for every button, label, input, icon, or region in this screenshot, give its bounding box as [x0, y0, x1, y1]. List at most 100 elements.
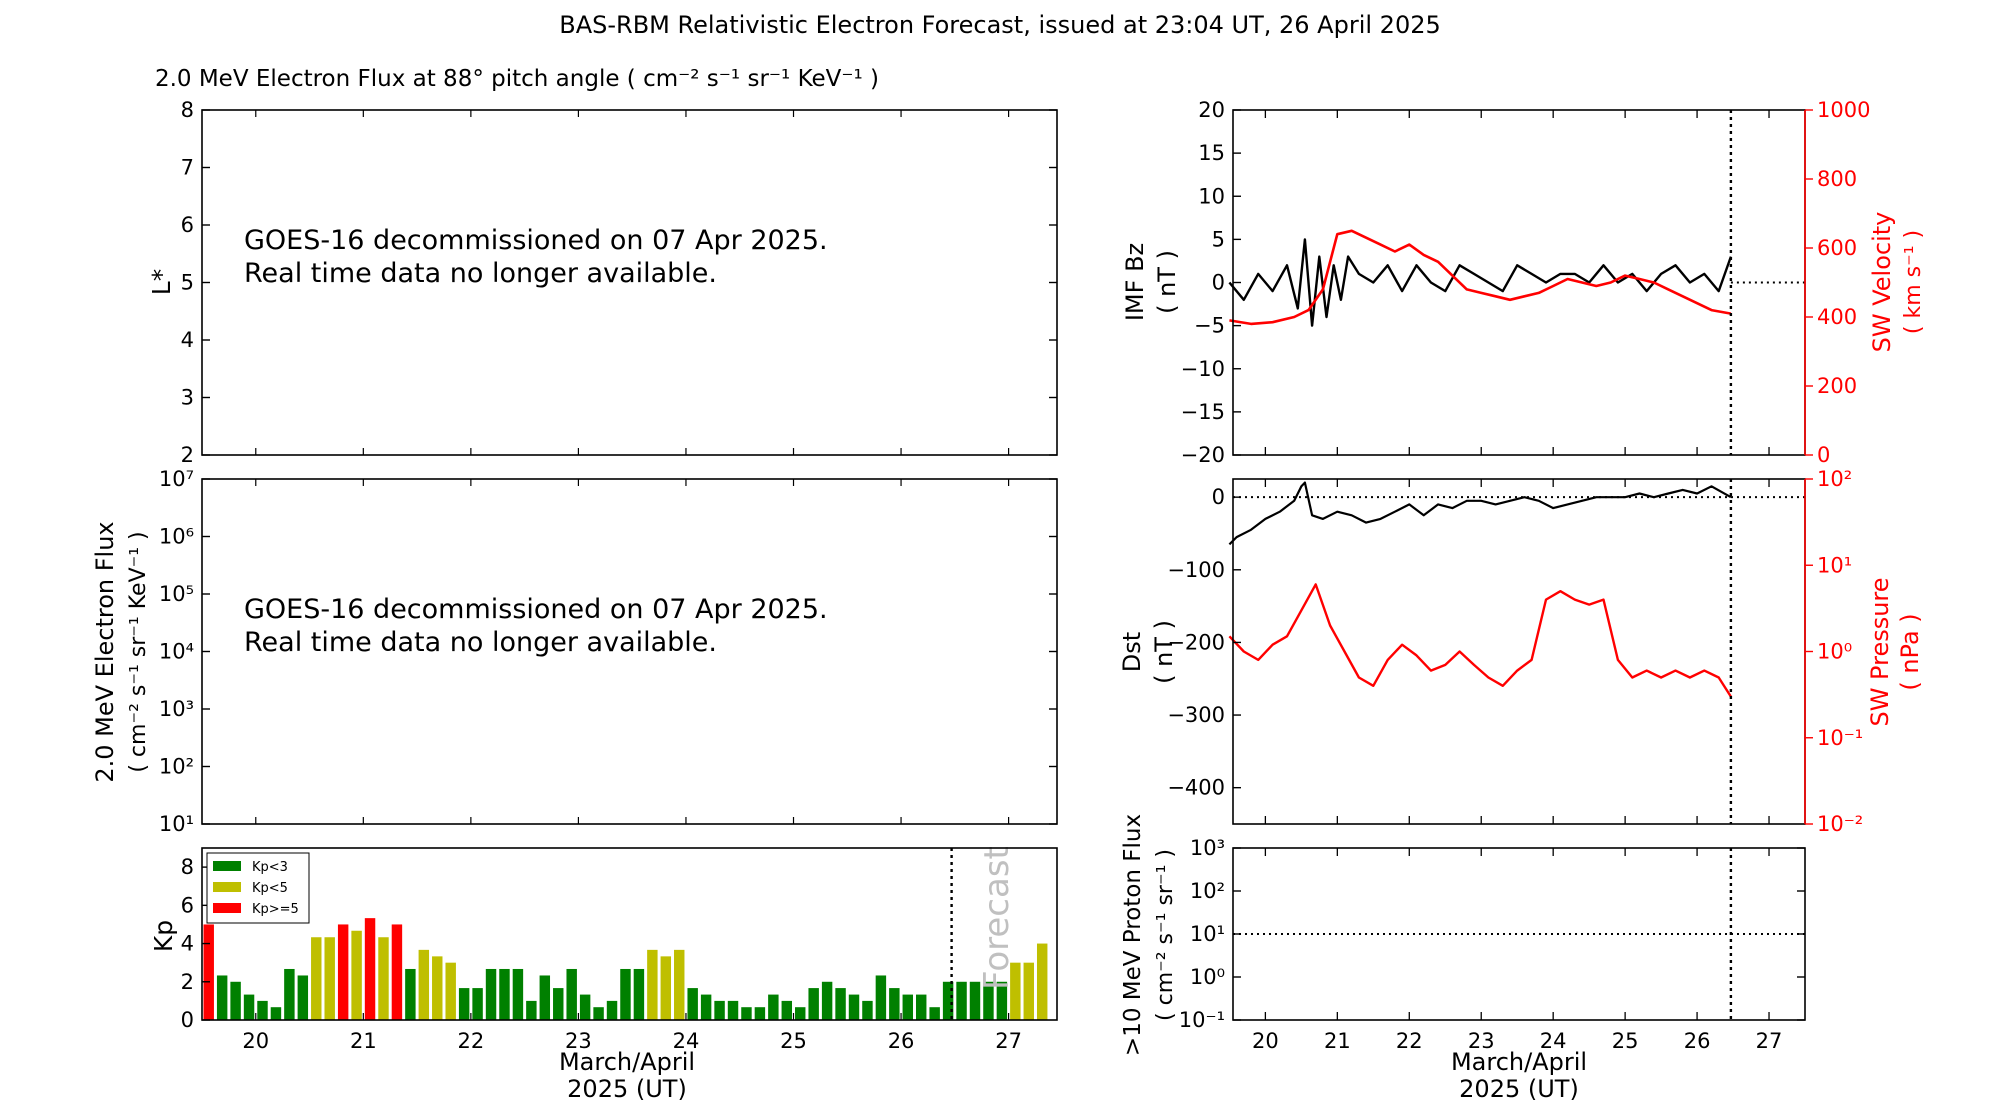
bz-ytick-label: 0 — [1212, 271, 1225, 295]
kp-bar — [458, 988, 470, 1020]
psw-ytick-label: 10⁻¹ — [1817, 726, 1863, 750]
kp-bar — [875, 975, 887, 1020]
kp-xtick-label: 27 — [995, 1029, 1022, 1053]
kp-bar — [781, 1000, 793, 1020]
dst-ytick-label: −400 — [1167, 776, 1225, 800]
bz-ytick-label: −15 — [1181, 400, 1225, 424]
kp-legend-label-mid: Kp<5 — [252, 881, 288, 896]
kp-bar — [660, 956, 672, 1020]
psw-ytick-label: 10⁻² — [1817, 812, 1863, 836]
dst-yticks: 0 −100 −200 −300 −400 — [1167, 485, 1241, 800]
lstar-notice-line1: GOES-16 decommissioned on 07 Apr 2025. — [244, 225, 828, 256]
kp-bar — [297, 975, 309, 1020]
kp-bar — [1010, 962, 1021, 1020]
proton-series — [1233, 848, 1805, 1020]
kp-bar — [835, 988, 846, 1020]
lstar-ytick-label: 6 — [181, 213, 194, 237]
kp-bar — [553, 988, 564, 1020]
kp-bar — [606, 1000, 618, 1020]
kp-bar — [848, 994, 860, 1020]
kp-bar — [647, 949, 658, 1020]
proton-xtick-label: 20 — [1252, 1029, 1279, 1053]
proton-xtick-label: 21 — [1324, 1029, 1351, 1053]
lstar-ylabel: L* — [147, 269, 176, 295]
lstar-ytick-label: 7 — [181, 156, 194, 180]
bz-line — [1228, 238, 1733, 327]
kp-bar — [270, 1007, 282, 1020]
dst-ytick-label: −300 — [1167, 703, 1225, 727]
kp-bar — [862, 1000, 873, 1020]
proton-ylabel-line1: >10 MeV Proton Flux — [1120, 814, 1146, 1056]
kp-bars — [203, 918, 1048, 1020]
bz-ytick-label: −5 — [1194, 314, 1225, 338]
kp-bar — [620, 968, 631, 1020]
psw-ylabel-line2: ( nPa ) — [1896, 613, 1924, 690]
flux-notice-line2: Real time data no longer available. — [244, 627, 717, 658]
kp-xtick-label: 22 — [458, 1029, 485, 1053]
kp-legend-label-high: Kp>=5 — [252, 902, 299, 917]
kp-bar — [902, 994, 913, 1020]
kp-legend-label-low: Kp<3 — [252, 860, 288, 875]
lstar-panel: 2 3 4 5 6 7 8 L* GOES-16 decommissioned on 07 … — [147, 98, 1058, 467]
psw-ytick-label: 10⁰ — [1817, 640, 1852, 664]
kp-bar — [311, 937, 322, 1020]
dst-ytick-label: −100 — [1167, 558, 1225, 582]
kp-bar — [768, 994, 779, 1020]
vsw-yticks: 0 200 400 600 800 1000 — [1804, 98, 1870, 467]
flux-ytick-label: 10¹ — [159, 812, 194, 836]
kp-legend: Kp<3 Kp<5 Kp>=5 — [206, 852, 310, 924]
kp-forecast-label: Forecast — [977, 846, 1017, 990]
dst-ylabel-line1: Dst — [1118, 632, 1146, 672]
proton-xtick-label: 23 — [1468, 1029, 1495, 1053]
proton-xtick-label: 22 — [1396, 1029, 1423, 1053]
kp-xticks: 20 21 22 23 24 25 26 27 — [242, 1013, 1022, 1053]
psw-ytick-label: 10² — [1817, 467, 1852, 491]
flux-panel: 10¹ 10² 10³ 10⁴ 10⁵ 10⁶ 10⁷ 2.0 MeV Electron F… — [91, 467, 1058, 836]
kp-bar — [391, 924, 403, 1020]
dst-xticks — [1264, 479, 1770, 824]
kp-bar — [1023, 962, 1034, 1020]
kp-bar — [687, 988, 698, 1020]
flux-ylabel-line1: 2.0 MeV Electron Flux — [91, 521, 119, 782]
kp-bar — [526, 1000, 537, 1020]
bz-ytick-label: 20 — [1198, 98, 1225, 122]
kp-bar — [956, 981, 967, 1020]
kp-ytick-label: 4 — [181, 932, 194, 956]
psw-ytick-label: 10¹ — [1817, 553, 1852, 577]
kp-bar — [593, 1007, 604, 1020]
kp-ylabel: Kp — [149, 920, 178, 952]
kp-bar — [700, 994, 712, 1020]
kp-ytick-label: 0 — [181, 1008, 194, 1032]
bz-ytick-label: 10 — [1198, 184, 1225, 208]
lstar-ytick-label: 4 — [181, 328, 194, 352]
flux-ytick-label: 10⁵ — [159, 582, 194, 606]
kp-frame — [201, 847, 1058, 1021]
kp-bar — [889, 988, 900, 1020]
kp-bar — [983, 981, 994, 1020]
bz-panel: 20 15 10 5 0 −5 −10 −15 −20 0 200 400 600 800 1000 IM… — [1121, 98, 1926, 467]
bz-series — [1228, 110, 1805, 455]
dst-series — [1228, 479, 1805, 824]
kp-xtick-label: 21 — [350, 1029, 377, 1053]
kp-legend-swatch-low — [213, 861, 241, 871]
kp-bar — [364, 918, 376, 1020]
kp-yticks: 0 2 4 6 8 — [181, 855, 210, 1032]
bz-ytick-label: −10 — [1181, 357, 1225, 381]
kp-bar — [418, 949, 430, 1020]
kp-bar — [821, 981, 833, 1020]
kp-bar — [969, 981, 981, 1020]
kp-legend-swatch-mid — [213, 882, 241, 892]
lstar-title: 2.0 MeV Electron Flux at 88° pitch angle… — [155, 66, 879, 92]
proton-xlabel-line2: 2025 (UT) — [1459, 1075, 1579, 1100]
kp-xtick-label: 26 — [888, 1029, 915, 1053]
proton-ytick-label: 10² — [1190, 879, 1225, 903]
vsw-ylabel-line2: ( km s⁻¹ ) — [1901, 230, 1926, 334]
kp-bar — [633, 968, 645, 1020]
kp-bar — [754, 1007, 766, 1020]
proton-xlabel-line1: March/April — [1451, 1048, 1587, 1076]
vsw-ytick-label: 800 — [1817, 167, 1857, 191]
kp-bar — [472, 988, 483, 1020]
kp-bar — [741, 1007, 752, 1020]
